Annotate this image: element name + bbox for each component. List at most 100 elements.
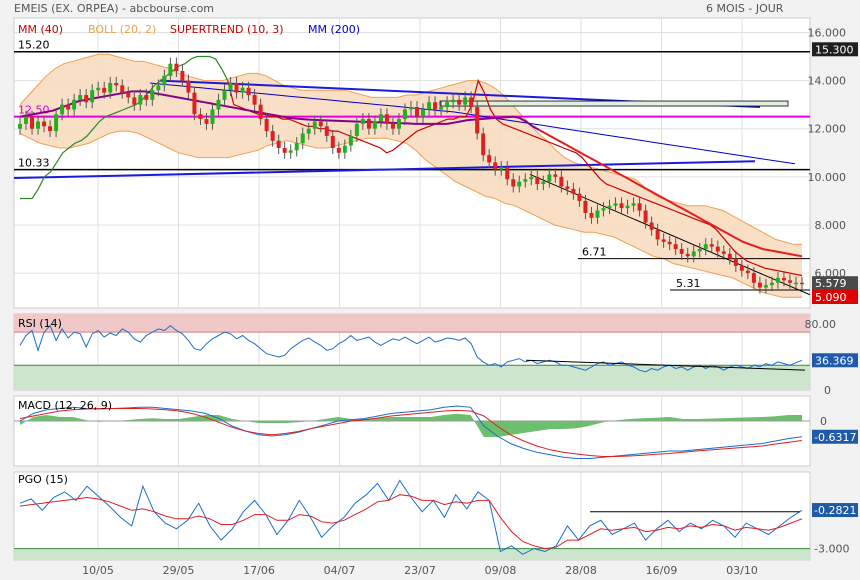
candle-body xyxy=(547,174,552,182)
rsi-line xyxy=(19,324,803,373)
trendline-black xyxy=(529,173,811,296)
candle-body xyxy=(775,277,780,283)
candle-body xyxy=(505,167,510,180)
candle-body xyxy=(763,285,768,288)
macd-badge-label: -0.6317 xyxy=(814,431,856,444)
candle-body xyxy=(396,119,401,129)
candle-body xyxy=(800,282,804,285)
candle-body xyxy=(469,97,474,108)
candle-body xyxy=(769,282,774,286)
candle-body xyxy=(324,126,329,136)
candle-body xyxy=(192,92,197,115)
candle-body xyxy=(697,249,702,252)
level-label: 15.20 xyxy=(18,39,50,52)
rsi-overbought-zone xyxy=(14,314,810,333)
candle-body xyxy=(607,205,612,209)
pgo-badge xyxy=(812,503,858,518)
candle-body xyxy=(541,181,546,185)
candle-body xyxy=(493,162,498,170)
candle-body xyxy=(463,97,468,105)
period-label: 6 MOIS - JOUR xyxy=(706,2,784,15)
macd-line xyxy=(19,405,803,459)
y-tick-label: -3.000 xyxy=(814,543,849,556)
legend-entry: MM (200) xyxy=(308,23,360,36)
candle-body xyxy=(96,87,101,91)
candle-body xyxy=(565,186,570,189)
x-tick-label: 03/10 xyxy=(726,564,758,577)
x-tick-label: 17/06 xyxy=(243,564,275,577)
candle-body xyxy=(240,87,245,93)
candle-body xyxy=(36,121,41,129)
candle-body xyxy=(264,119,269,132)
candle-body xyxy=(631,203,636,206)
level-label: 10.33 xyxy=(18,157,50,170)
price-badge xyxy=(812,276,858,291)
y-tick-label: 8.000 xyxy=(815,219,847,232)
candle-body xyxy=(234,82,239,93)
candle-body xyxy=(108,82,113,93)
candle-body xyxy=(739,265,744,271)
y-tick-label: 80.00 xyxy=(805,318,837,331)
candle-body xyxy=(180,70,185,81)
candle-body xyxy=(439,107,444,110)
trendline-blue xyxy=(13,160,756,180)
mm200-line xyxy=(149,82,796,165)
candle-body xyxy=(354,123,359,136)
bollinger-upper-line xyxy=(19,53,802,245)
pgo-line xyxy=(19,479,803,555)
panel-3 xyxy=(13,471,811,561)
candle-body xyxy=(372,121,377,129)
candle-body xyxy=(553,174,558,177)
candle-body xyxy=(402,109,407,120)
x-tick-label: 10/05 xyxy=(82,564,114,577)
candle-body xyxy=(84,95,89,103)
candle-body xyxy=(378,114,383,122)
candle-body xyxy=(415,107,420,117)
candle-body xyxy=(246,87,251,96)
candle-body xyxy=(661,239,666,242)
candle-body xyxy=(390,123,395,129)
candle-body xyxy=(288,150,293,153)
macd-histogram xyxy=(20,413,802,437)
candle-body xyxy=(649,222,654,230)
candle-body xyxy=(78,95,83,100)
candle-body xyxy=(174,63,179,71)
price-badge-label: 15.300 xyxy=(815,43,854,56)
y-tick-label: 16.000 xyxy=(808,26,847,39)
candle-body xyxy=(360,119,365,124)
x-tick-label: 28/08 xyxy=(565,564,597,577)
candle-body xyxy=(583,200,588,213)
candle-body xyxy=(751,273,756,283)
macd-label: MACD (12, 26, 9) xyxy=(18,399,112,412)
candle-body xyxy=(144,95,149,100)
candle-body xyxy=(499,167,504,170)
x-tick-label: 16/09 xyxy=(646,564,678,577)
candle-body xyxy=(336,147,341,153)
candle-body xyxy=(384,114,389,124)
supertrend-up-line xyxy=(20,55,229,200)
bollinger-lower-line xyxy=(19,130,802,298)
candle-body xyxy=(637,203,642,211)
x-tick-label: 23/07 xyxy=(404,564,436,577)
candle-body xyxy=(625,205,630,209)
channel-box xyxy=(439,100,789,107)
candle-body xyxy=(168,63,173,76)
candle-body xyxy=(457,99,462,105)
macd-badge xyxy=(812,429,858,444)
chart-title: EMEIS (EX. ORPEA) - abcbourse.com xyxy=(14,2,215,15)
candle-body xyxy=(186,80,191,93)
y-tick-label: 0 xyxy=(820,415,827,428)
mm40-line-red xyxy=(538,129,803,258)
candle-body xyxy=(66,104,71,110)
candle-body xyxy=(222,90,227,100)
candle-body xyxy=(781,277,786,281)
price-badge xyxy=(812,290,858,305)
candle-body xyxy=(216,99,221,110)
pgo-signal-line xyxy=(19,494,803,550)
candle-body xyxy=(535,176,540,185)
candle-body xyxy=(481,133,486,156)
candle-body xyxy=(529,176,534,180)
candle-body xyxy=(703,244,708,250)
candle-body xyxy=(276,140,281,148)
y-tick-label: 10.000 xyxy=(808,171,847,184)
